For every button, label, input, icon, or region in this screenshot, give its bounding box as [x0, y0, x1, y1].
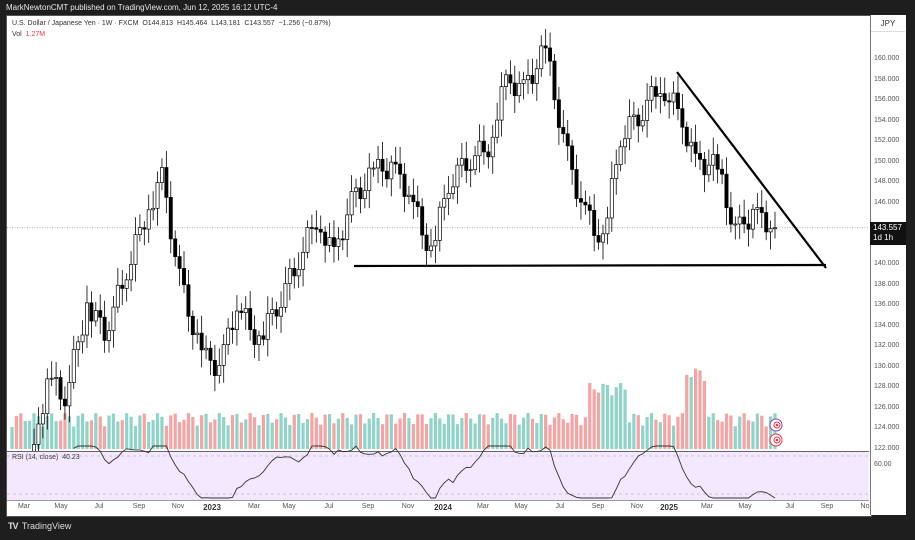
time-label: Sep: [591, 503, 605, 510]
ohlc-change: −1.256 (−0.87%): [278, 20, 331, 27]
price-tick: 150.000: [874, 157, 900, 165]
right-border: [906, 15, 915, 515]
price-tick: 134.000: [874, 321, 900, 329]
tradingview-footer[interactable]: TV TradingView: [8, 521, 71, 531]
price-tick: 148.000: [874, 178, 900, 186]
time-label: Sep: [132, 503, 146, 510]
price-tick: 130.000: [874, 362, 900, 370]
price-tick: 132.000: [874, 342, 900, 350]
ohlc-open: O144.813: [142, 20, 174, 27]
price-axis[interactable]: [870, 15, 907, 515]
symbol-name[interactable]: U.S. Dollar / Japanese Yen · 1W · FXCM: [12, 20, 139, 27]
time-label: No: [860, 503, 870, 510]
time-label: Jul: [785, 503, 795, 510]
time-label: Mar: [17, 503, 31, 510]
time-label: Mar: [247, 503, 261, 510]
price-tick: 156.000: [874, 96, 900, 104]
price-tick: 126.000: [874, 403, 900, 411]
currency-button[interactable]: JPY: [871, 17, 905, 32]
time-label: Nov: [171, 503, 185, 510]
time-label: May: [54, 503, 68, 510]
time-label: Nov: [630, 503, 644, 510]
time-label: Mar: [700, 503, 714, 510]
tradingview-logo-icon: TV: [8, 521, 18, 531]
price-tick: 138.000: [874, 280, 900, 288]
brand-name: TradingView: [21, 521, 72, 531]
time-label: Sep: [361, 503, 375, 510]
time-label: 2023: [203, 503, 221, 512]
time-label: Sep: [820, 503, 834, 510]
ohlc-high: H145.464: [176, 20, 208, 27]
time-label: Nov: [401, 503, 415, 510]
ohlc-close: C143.557: [244, 20, 275, 27]
price-tick: 136.000: [874, 301, 900, 309]
rsi-axis-tick: 60.00: [874, 461, 892, 468]
rsi-legend: RSI (14, close) 40.23: [12, 454, 80, 461]
publish-header: MarkNewtonCMT published on TradingView.c…: [0, 0, 915, 15]
price-tick: 122.000: [874, 444, 900, 452]
price-tick: 160.000: [874, 55, 900, 62]
time-label: Jul: [555, 503, 565, 510]
time-label: Jul: [324, 503, 334, 510]
ohlc-low: L143.181: [211, 20, 241, 27]
time-axis[interactable]: [7, 500, 869, 515]
volume-label[interactable]: Vol: [12, 31, 22, 38]
volume-value: 1.27M: [25, 31, 46, 38]
rsi-label[interactable]: RSI (14, close): [12, 454, 59, 461]
price-tick: 152.000: [874, 137, 900, 145]
price-tick: 154.000: [874, 116, 900, 124]
bar-countdown: 1d 1h: [873, 233, 894, 242]
price-tick: 158.000: [874, 75, 900, 83]
last-price: 143.557: [873, 223, 902, 232]
time-label: 2025: [660, 503, 678, 512]
price-tick: 124.000: [874, 424, 900, 432]
publish-info: MarkNewtonCMT published on TradingView.c…: [6, 3, 278, 12]
time-label: May: [282, 503, 296, 510]
time-label: Mar: [476, 503, 490, 510]
time-label: Jul: [94, 503, 104, 510]
rsi-value: 40.23: [62, 454, 80, 461]
time-label: May: [514, 503, 528, 510]
price-tick: 128.000: [874, 383, 900, 391]
last-price-tag: 143.557 1d 1h: [870, 222, 906, 245]
time-label: May: [738, 503, 752, 510]
time-label: 2024: [434, 503, 452, 512]
price-tick: 146.000: [874, 198, 900, 206]
symbol-legend: U.S. Dollar / Japanese Yen · 1W · FXCM O…: [12, 18, 331, 40]
price-tick: 140.000: [874, 260, 900, 268]
